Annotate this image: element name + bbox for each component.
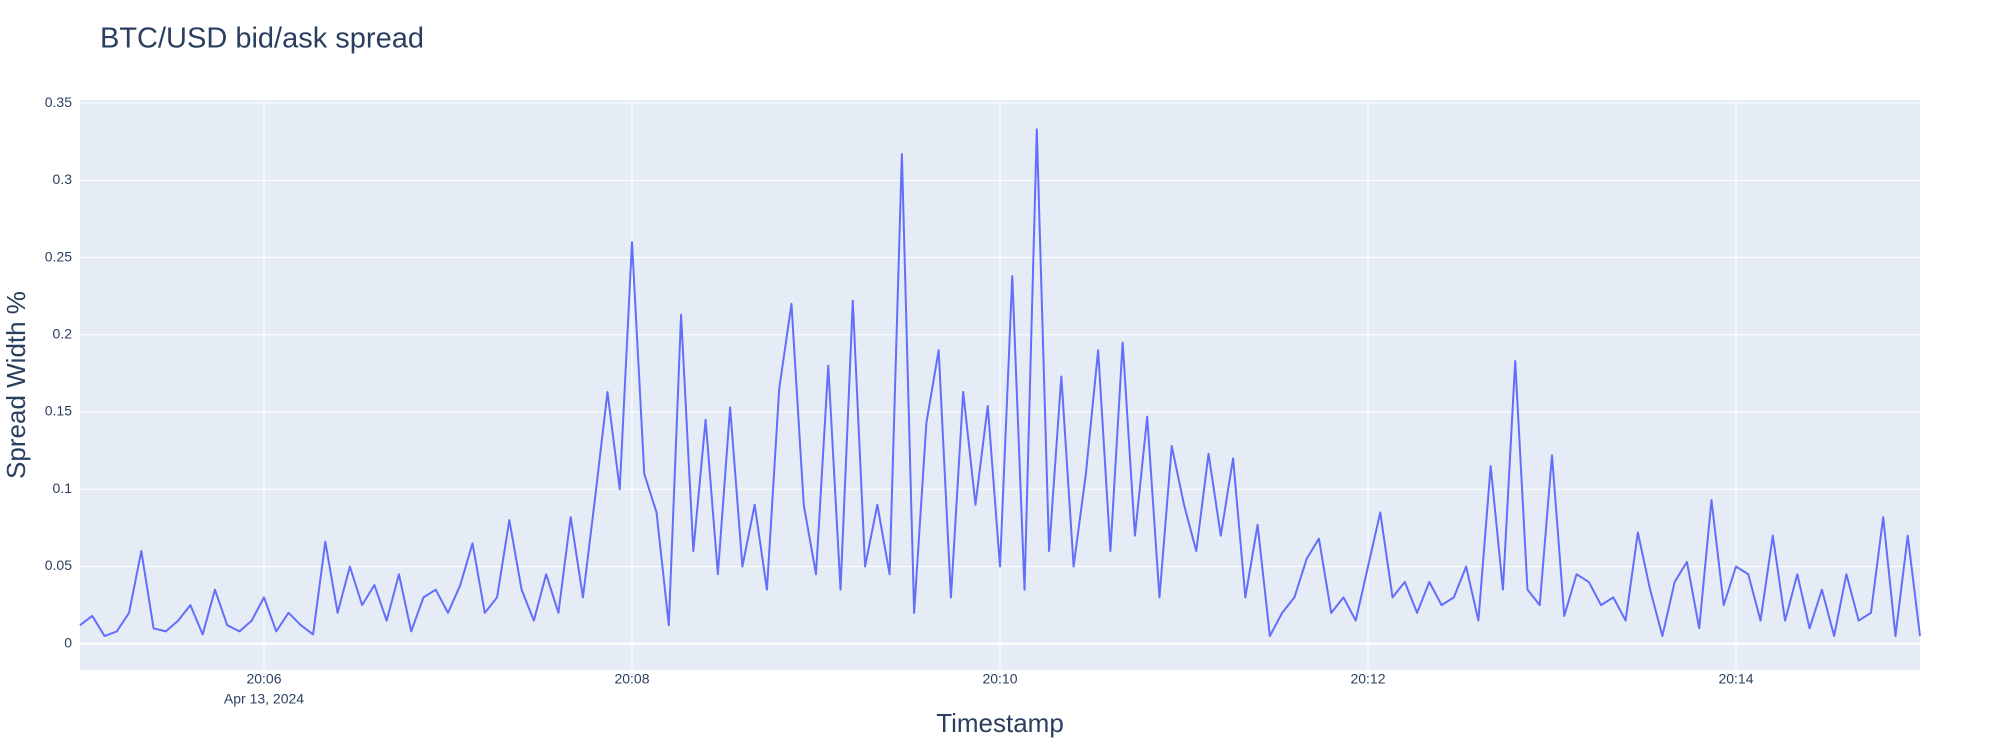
line-series: [79, 128, 1921, 638]
y-tick-label: 0.1: [53, 480, 73, 496]
x-axis-title: Timestamp: [936, 708, 1064, 738]
y-tick-label: 0.35: [45, 94, 72, 110]
x-tick-label: 20:10: [982, 671, 1017, 687]
y-tick-label: 0.2: [53, 325, 73, 341]
y-tick-label: 0.15: [45, 403, 72, 419]
x-tick-label: 20:12: [1350, 671, 1385, 687]
x-date-label: Apr 13, 2024: [224, 691, 304, 707]
y-tick-label: 0.25: [45, 248, 72, 264]
y-tick-label: 0.3: [53, 171, 73, 187]
y-tick-label: 0.05: [45, 557, 72, 573]
chart-title: BTC/USD bid/ask spread: [100, 23, 424, 55]
y-tick-label: 0: [64, 634, 72, 650]
x-tick-label: 20:14: [1718, 671, 1753, 687]
x-tick-label: 20:06: [246, 671, 281, 687]
x-tick-label: 20:08: [614, 671, 649, 687]
y-axis-title: Spread Width %: [1, 291, 31, 479]
